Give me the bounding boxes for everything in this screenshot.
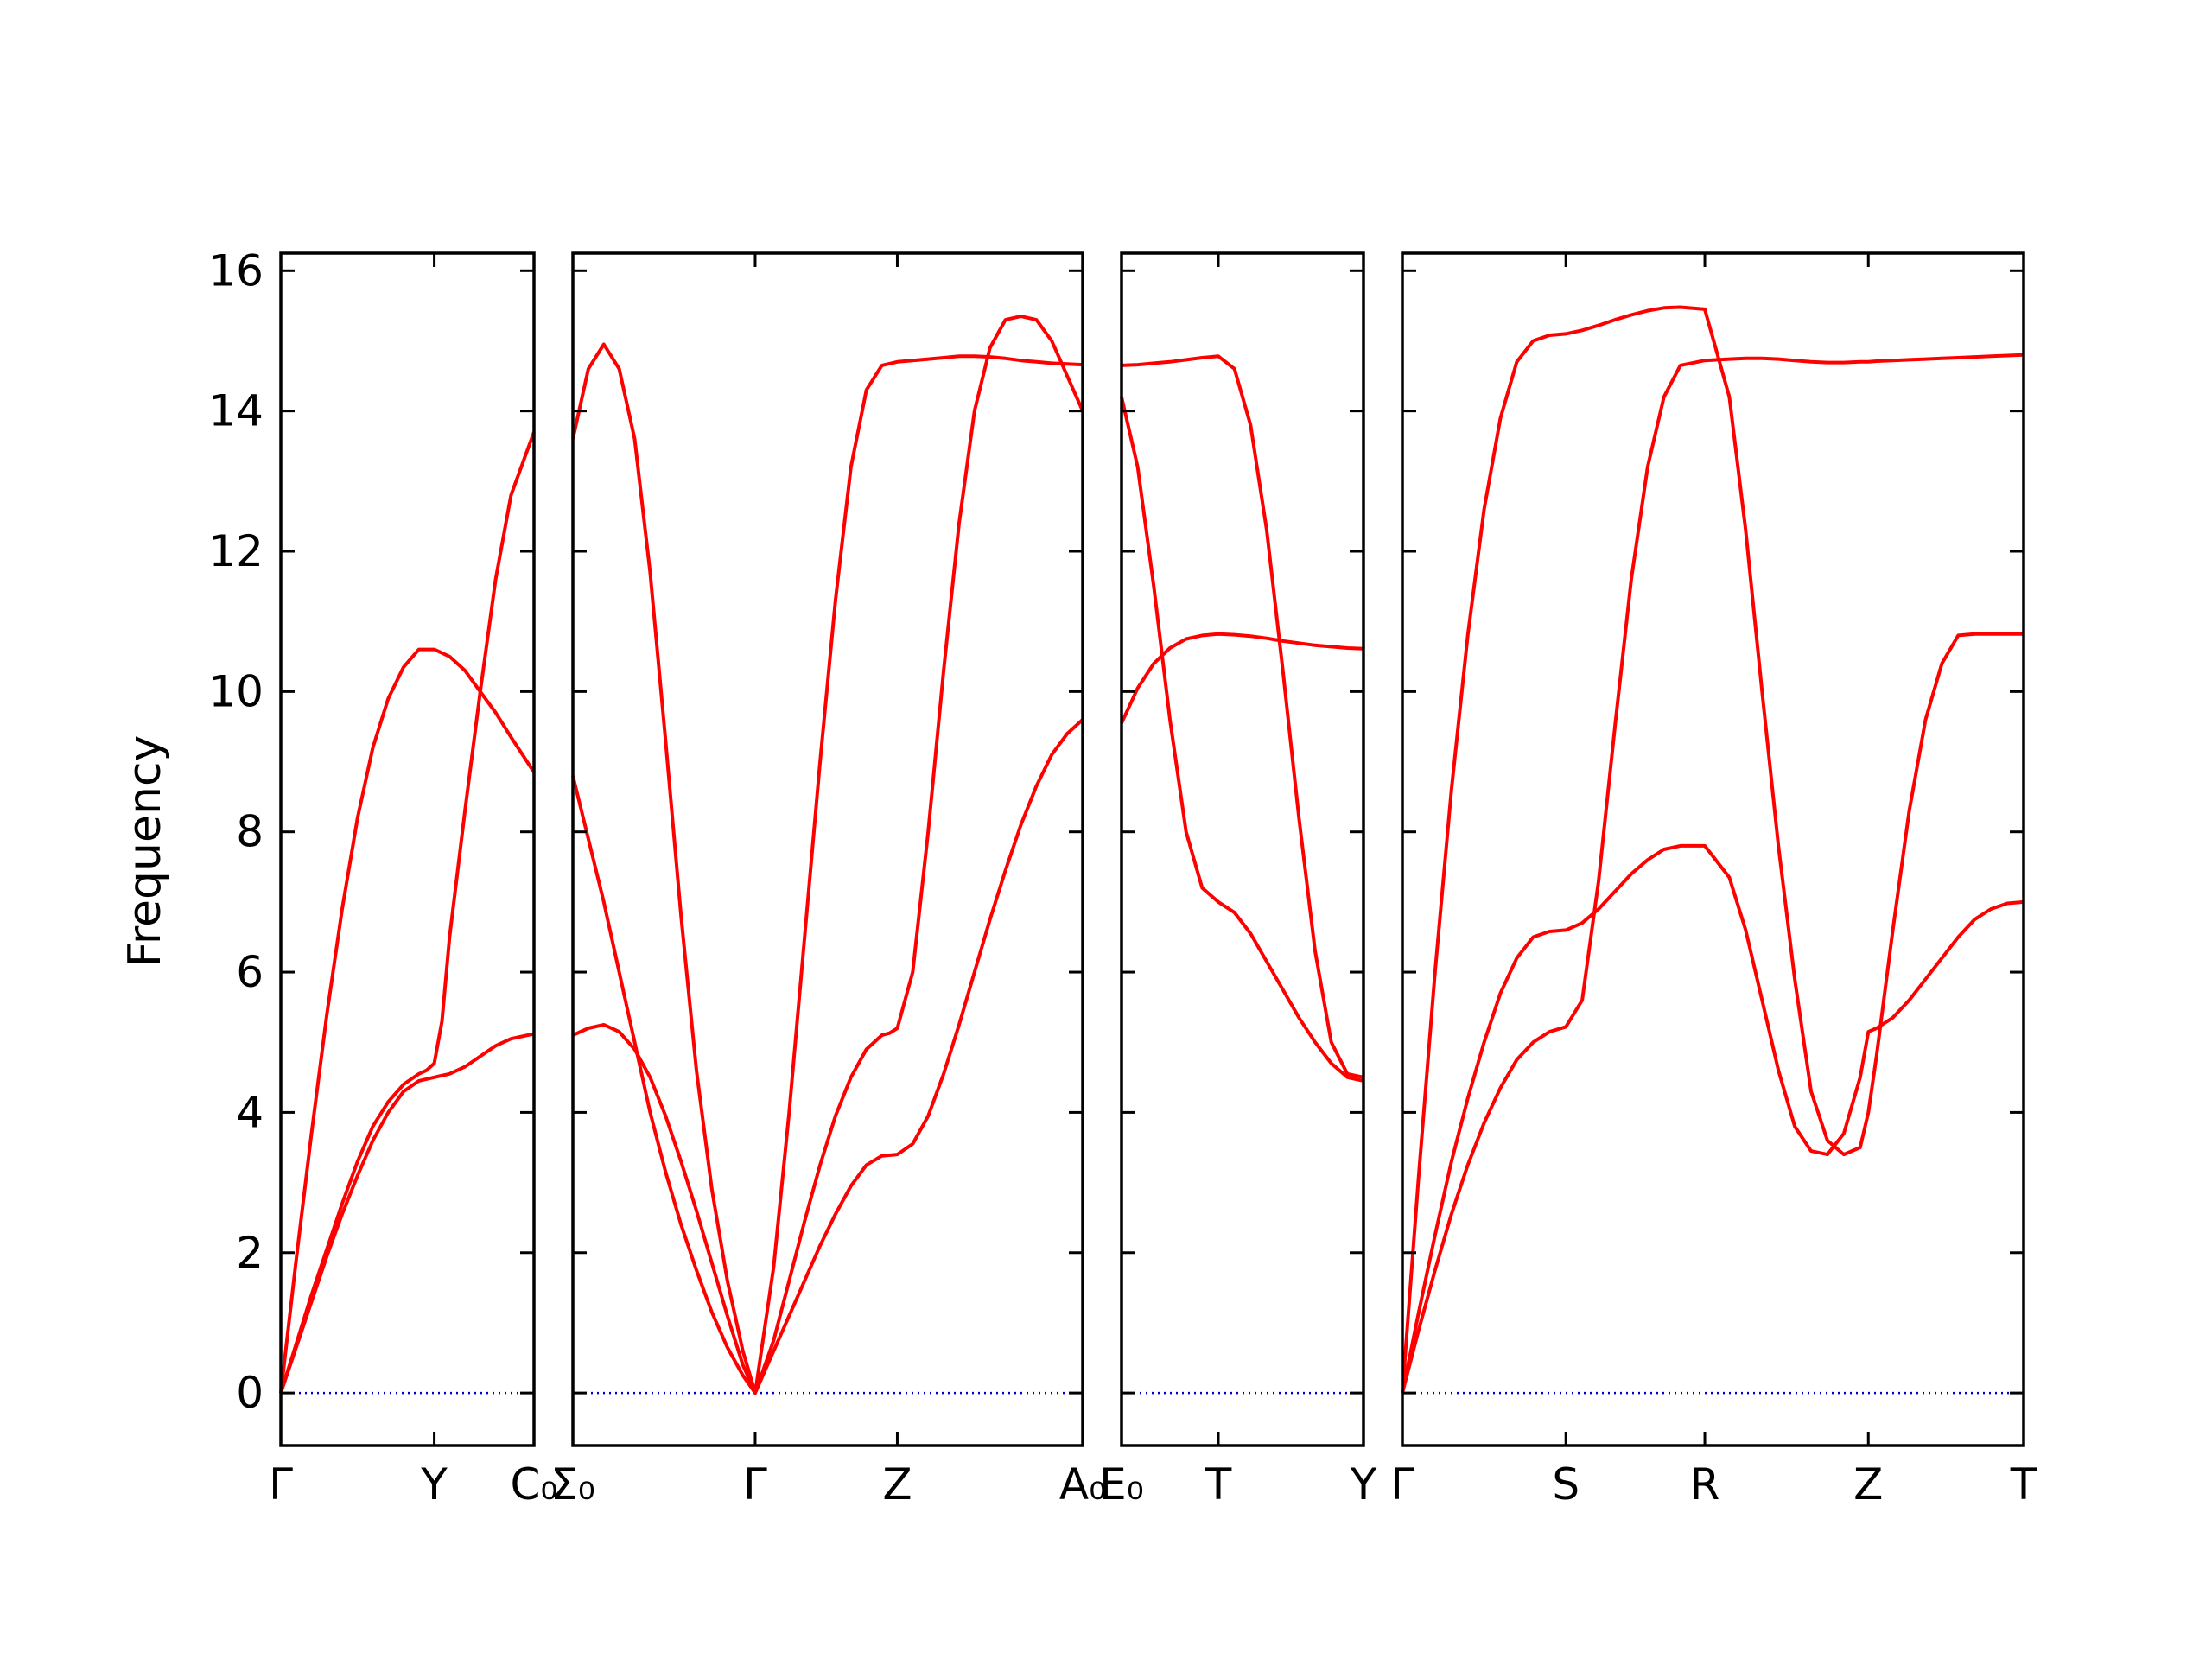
y-tick-label: 10 bbox=[208, 666, 264, 716]
x-tick-label: Y bbox=[1350, 1459, 1377, 1510]
band-line-3 bbox=[1401, 305, 2024, 1394]
y-tick-label: 8 bbox=[236, 807, 264, 857]
x-tick-label: Y bbox=[420, 1459, 448, 1510]
x-tick-label: Γ bbox=[269, 1459, 293, 1510]
y-tick-label: 6 bbox=[236, 947, 264, 997]
y-axis-label: Frequency bbox=[119, 735, 171, 968]
chart-panels bbox=[279, 251, 2025, 1447]
y-tick-label: 14 bbox=[208, 386, 264, 436]
panel-2 bbox=[571, 251, 1084, 1447]
x-tick-label: Σ₀ bbox=[550, 1459, 595, 1510]
panel-frame bbox=[279, 251, 536, 1447]
band-line-3 bbox=[571, 342, 1084, 1395]
x-tick-label: Γ bbox=[743, 1459, 767, 1510]
band-line-3 bbox=[279, 647, 536, 1394]
band-line-3 bbox=[1121, 354, 1364, 1079]
band-line-2 bbox=[1120, 632, 1364, 724]
panel-1 bbox=[279, 251, 536, 1447]
panel-4 bbox=[1401, 251, 2025, 1447]
x-tick-label: R bbox=[1690, 1459, 1720, 1510]
panel-frame bbox=[571, 251, 1084, 1447]
panel-frame bbox=[1120, 251, 1365, 1447]
y-tick-label: 12 bbox=[208, 526, 264, 576]
x-tick-label: Z bbox=[882, 1459, 912, 1510]
band-line-1 bbox=[572, 718, 1084, 1395]
x-tick-label: T bbox=[2010, 1459, 2037, 1510]
y-tick-label: 16 bbox=[208, 245, 264, 296]
y-tick-label: 4 bbox=[236, 1087, 264, 1137]
x-tick-label: Γ bbox=[1390, 1459, 1414, 1510]
panel-frame bbox=[1401, 251, 2025, 1447]
band-line-1 bbox=[1120, 396, 1364, 1083]
x-tick-label: A₀ bbox=[1059, 1459, 1106, 1510]
band-line-1 bbox=[1401, 353, 2024, 1394]
x-tick-label: C₀ bbox=[511, 1459, 558, 1510]
y-tick-label: 2 bbox=[236, 1228, 264, 1278]
y-tick-label: 0 bbox=[236, 1368, 264, 1418]
x-tick-label: Z bbox=[1853, 1459, 1883, 1510]
panel-3 bbox=[1120, 251, 1365, 1447]
x-tick-label: E₀ bbox=[1099, 1459, 1144, 1510]
band-line-1 bbox=[279, 1032, 535, 1394]
x-tick-label: T bbox=[1205, 1459, 1232, 1510]
x-tick-label: S bbox=[1552, 1459, 1580, 1510]
y-axis-tick-labels: 0 2 4 6 8 10 12 14 16 bbox=[208, 245, 264, 1418]
band-line-2 bbox=[1401, 843, 2024, 1394]
band-line-2 bbox=[571, 315, 1084, 1395]
